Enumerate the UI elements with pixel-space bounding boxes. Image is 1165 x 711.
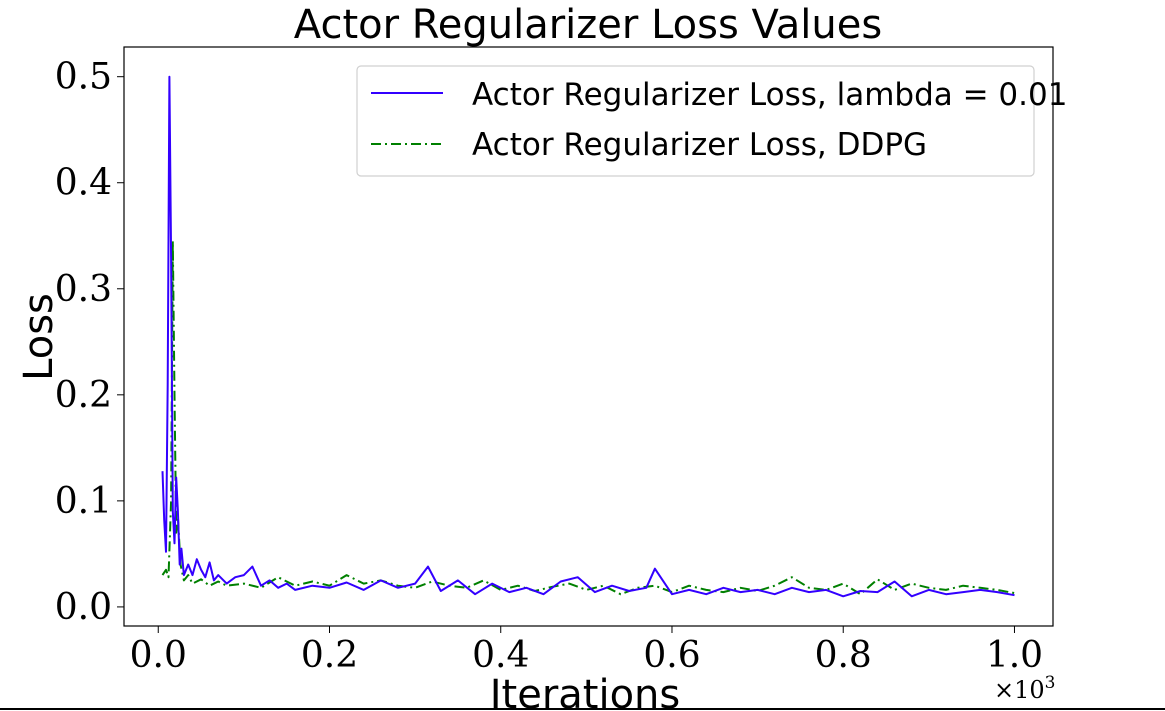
y-tick-label: 0.2 <box>55 375 112 416</box>
x-tick-label: 0.8 <box>815 635 872 676</box>
x-tick-label: 0.2 <box>301 635 358 676</box>
legend-label-ddpg: Actor Regularizer Loss, DDPG <box>472 127 927 163</box>
y-tick-label: 0.0 <box>55 587 112 628</box>
series-layer <box>161 75 1015 598</box>
y-tick-label: 0.4 <box>55 163 112 204</box>
y-tick-label: 0.1 <box>55 481 112 522</box>
x-tick-label: 0.4 <box>472 635 529 676</box>
legend-label-lambda: Actor Regularizer Loss, lambda = 0.01 <box>472 77 1067 113</box>
x-tick-label: 0.6 <box>643 635 700 676</box>
series-line-lambda <box>161 75 1015 598</box>
x-axis-ticks: 0.0 0.2 0.4 0.6 0.8 1.0 <box>130 626 1043 676</box>
x-axis-multiplier: ×103 <box>994 673 1055 704</box>
x-axis-multiplier-exponent: 3 <box>1045 673 1056 693</box>
y-tick-label: 0.5 <box>55 57 112 98</box>
series-line-ddpg <box>161 240 1015 596</box>
legend: Actor Regularizer Loss, lambda = 0.01 Ac… <box>356 65 1067 177</box>
y-axis-ticks: 0.0 0.1 0.2 0.3 0.4 0.5 <box>55 57 124 628</box>
y-tick-label: 0.3 <box>55 269 112 310</box>
x-tick-label: 1.0 <box>986 635 1043 676</box>
x-axis-label: Iterations <box>490 672 681 711</box>
y-axis-label: Loss <box>16 293 62 381</box>
plot-frame <box>123 46 1054 627</box>
x-axis-multiplier-base: ×10 <box>994 676 1045 704</box>
legend-box <box>356 65 1035 177</box>
x-tick-label: 0.0 <box>130 635 187 676</box>
chart-title: Actor Regularizer Loss Values <box>294 2 882 48</box>
